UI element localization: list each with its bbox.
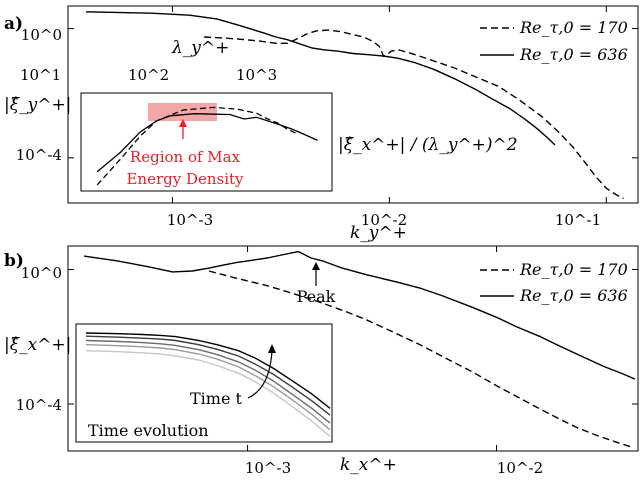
panel-b: b) 10^-3 10^-2 10^0 10^-4 k_x^+ |ξ̂_x^+|… — [4, 245, 639, 477]
panel-b-legend-entry-1: Re_τ,0 = 636 — [519, 286, 628, 305]
panel-b-inset-series-0 — [85, 332, 331, 409]
panel-a-xtick-label-0: 10^-3 — [167, 211, 213, 229]
panel-a-inset-highlight — [148, 103, 217, 121]
panel-a-top-axis-label: λ_y^+ — [171, 38, 229, 58]
panel-b-series-dashed — [208, 270, 633, 448]
panel-a-xtick-label-1: 10^-2 — [361, 211, 407, 229]
panel-a-inset-ylabel: |ξ̂_x^+| / (λ_y^+)^2 — [338, 135, 518, 155]
panel-a-legend-entry-1: Re_τ,0 = 636 — [519, 45, 628, 64]
panel-a-inset-annotation-line1: Region of Max — [130, 148, 241, 166]
panel-b-time-label: Time t — [190, 389, 243, 408]
panel-a: a) 10^-3 10^-2 10^-1 10^0 10^-4 10^1 10^… — [4, 5, 639, 243]
panel-b-ytick-label-0: 10^0 — [21, 264, 62, 282]
panel-a-ticks — [68, 6, 638, 203]
panel-b-inset-series-2 — [85, 339, 331, 424]
panel-a-inset-annotation-line2: Energy Density — [126, 170, 244, 188]
panel-b-peak-arrowhead — [312, 262, 320, 270]
panel-b-inset-series-3 — [85, 344, 331, 431]
panel-a-inset: Region of Max Energy Density |ξ̂_x^+| / … — [80, 92, 518, 192]
panel-b-letter: b) — [4, 251, 24, 271]
panel-a-inset-series-solid — [96, 113, 318, 173]
panel-b-series-solid — [83, 250, 636, 380]
panel-a-letter: a) — [4, 14, 23, 34]
panel-b-time-arrow — [247, 349, 273, 399]
panel-a-series-solid — [86, 11, 556, 146]
panel-b-inset-series-1 — [85, 335, 331, 416]
panel-a-top-tick-label-2: 10^3 — [236, 66, 277, 84]
panel-a-legend-entry-0: Re_τ,0 = 170 — [519, 18, 628, 37]
panel-b-legend-entry-0: Re_τ,0 = 170 — [519, 260, 628, 279]
panel-b-ylabel: |ξ̂_x^+| — [4, 335, 71, 355]
panel-a-ylabel: |ξ̂_y^+| — [4, 95, 71, 115]
panel-a-inset-arrowhead — [179, 119, 187, 127]
panel-b-series — [83, 250, 636, 448]
panel-a-inset-series-dashed — [96, 106, 296, 186]
panel-b-xlabel: k_x^+ — [340, 455, 397, 475]
panel-a-frame — [67, 5, 639, 204]
panel-b-inset-frame — [75, 323, 333, 443]
panel-b-time-arrowhead — [268, 344, 276, 353]
panel-b-ticks — [68, 246, 638, 451]
panel-a-series — [86, 11, 624, 200]
panel-b-peak-label: Peak — [297, 287, 336, 306]
panel-a-xlabel: k_y^+ — [350, 223, 407, 243]
panel-a-top-tick-label-0: 10^1 — [20, 66, 61, 84]
panel-b-xtick-label-0: 10^-3 — [245, 459, 291, 477]
panel-a-inset-series — [96, 106, 318, 186]
panel-b-inset-series — [85, 332, 331, 437]
panel-a-top-tick-label-1: 10^2 — [128, 66, 169, 84]
panel-b-inset-title: Time evolution — [88, 421, 209, 440]
panel-b-xtick-label-1: 10^-2 — [497, 459, 543, 477]
panel-b-inset-series-4 — [85, 350, 331, 437]
panel-a-ytick-label-1: 10^-4 — [16, 146, 62, 164]
panel-b-inset: Time t Time evolution — [75, 323, 333, 443]
panel-a-xtick-label-2: 10^-1 — [555, 211, 601, 229]
panel-b-ytick-label-1: 10^-4 — [16, 396, 62, 414]
panel-b-frame — [67, 245, 639, 452]
panel-a-ytick-label-0: 10^0 — [21, 26, 62, 44]
